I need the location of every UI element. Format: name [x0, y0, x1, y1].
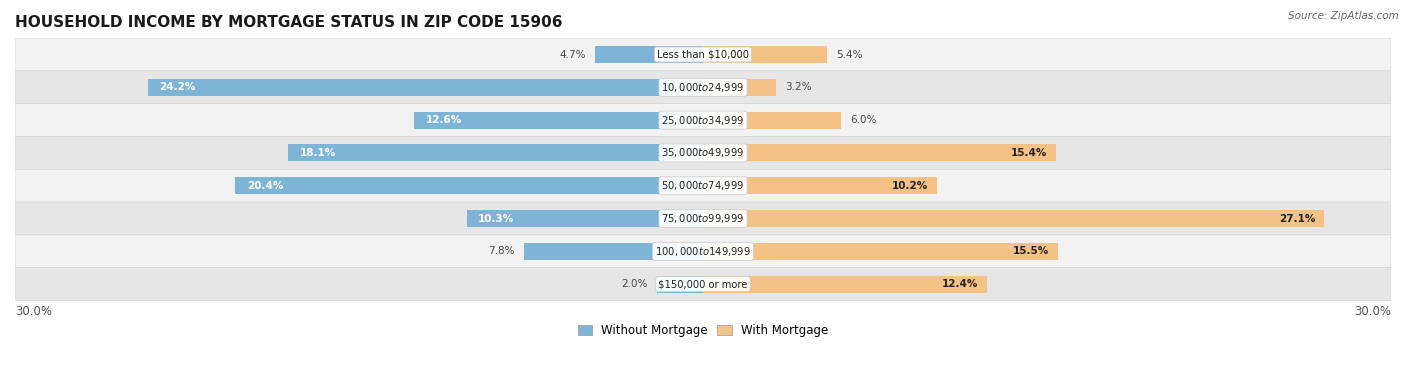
- Text: 30.0%: 30.0%: [15, 305, 52, 317]
- Bar: [703, 46, 827, 63]
- Bar: [703, 276, 987, 293]
- Text: 15.5%: 15.5%: [1014, 246, 1049, 256]
- Text: 27.1%: 27.1%: [1279, 213, 1316, 224]
- Bar: [148, 79, 703, 96]
- FancyBboxPatch shape: [15, 169, 1391, 202]
- Text: 2.0%: 2.0%: [621, 279, 648, 289]
- Text: Less than $10,000: Less than $10,000: [657, 49, 749, 60]
- Bar: [657, 276, 703, 293]
- Text: 4.7%: 4.7%: [560, 49, 586, 60]
- Text: 12.6%: 12.6%: [426, 115, 461, 125]
- FancyBboxPatch shape: [15, 235, 1391, 268]
- Bar: [413, 112, 703, 129]
- Text: Source: ZipAtlas.com: Source: ZipAtlas.com: [1288, 11, 1399, 21]
- FancyBboxPatch shape: [15, 104, 1391, 136]
- Bar: [703, 144, 1056, 161]
- Text: $100,000 to $149,999: $100,000 to $149,999: [655, 245, 751, 258]
- Text: $10,000 to $24,999: $10,000 to $24,999: [661, 81, 745, 94]
- Bar: [467, 210, 703, 227]
- Bar: [703, 79, 776, 96]
- FancyBboxPatch shape: [15, 202, 1391, 235]
- Text: 5.4%: 5.4%: [837, 49, 862, 60]
- Text: 12.4%: 12.4%: [942, 279, 979, 289]
- Text: $75,000 to $99,999: $75,000 to $99,999: [661, 212, 745, 225]
- Text: 18.1%: 18.1%: [299, 148, 336, 158]
- Text: $25,000 to $34,999: $25,000 to $34,999: [661, 113, 745, 127]
- FancyBboxPatch shape: [15, 268, 1391, 300]
- Text: HOUSEHOLD INCOME BY MORTGAGE STATUS IN ZIP CODE 15906: HOUSEHOLD INCOME BY MORTGAGE STATUS IN Z…: [15, 15, 562, 30]
- Text: 30.0%: 30.0%: [1354, 305, 1391, 317]
- Text: $150,000 or more: $150,000 or more: [658, 279, 748, 289]
- Text: 6.0%: 6.0%: [849, 115, 876, 125]
- Bar: [703, 210, 1324, 227]
- Text: 24.2%: 24.2%: [159, 82, 195, 92]
- Bar: [524, 243, 703, 260]
- Bar: [288, 144, 703, 161]
- Bar: [703, 112, 841, 129]
- Bar: [235, 177, 703, 194]
- Legend: Without Mortgage, With Mortgage: Without Mortgage, With Mortgage: [574, 319, 832, 342]
- Text: 20.4%: 20.4%: [246, 181, 283, 191]
- Text: 7.8%: 7.8%: [488, 246, 515, 256]
- FancyBboxPatch shape: [15, 71, 1391, 104]
- FancyBboxPatch shape: [15, 38, 1391, 71]
- Bar: [703, 243, 1059, 260]
- Text: 10.2%: 10.2%: [891, 181, 928, 191]
- FancyBboxPatch shape: [15, 136, 1391, 169]
- Text: $35,000 to $49,999: $35,000 to $49,999: [661, 146, 745, 159]
- Text: $50,000 to $74,999: $50,000 to $74,999: [661, 179, 745, 192]
- Text: 3.2%: 3.2%: [786, 82, 813, 92]
- Bar: [595, 46, 703, 63]
- Text: 10.3%: 10.3%: [478, 213, 515, 224]
- Bar: [703, 177, 936, 194]
- Text: 15.4%: 15.4%: [1011, 148, 1047, 158]
